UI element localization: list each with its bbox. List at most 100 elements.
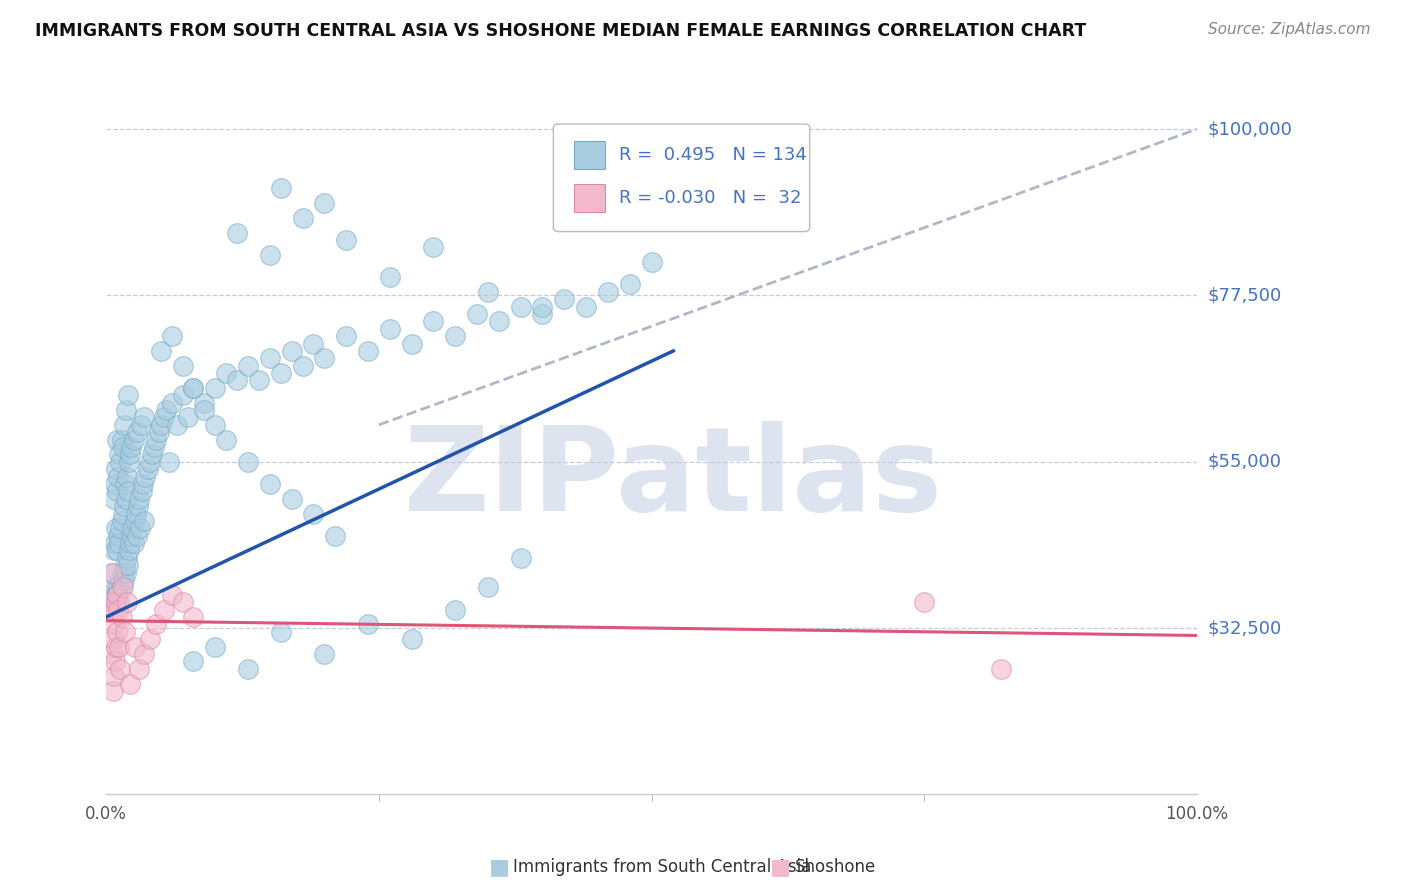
Point	[103, 543, 125, 558]
Point	[125, 507, 148, 521]
Point	[124, 514, 146, 528]
Point	[401, 336, 423, 351]
Point	[143, 440, 166, 454]
Point	[104, 588, 127, 602]
Point	[115, 550, 138, 565]
Point	[236, 662, 259, 676]
FancyBboxPatch shape	[554, 124, 810, 232]
Point	[160, 395, 183, 409]
Point	[122, 536, 145, 550]
Point	[236, 359, 259, 373]
Point	[193, 395, 215, 409]
Point	[110, 662, 132, 676]
Point	[129, 521, 152, 535]
Point	[128, 662, 150, 676]
Point	[110, 514, 132, 528]
Point	[183, 381, 205, 395]
Point	[120, 440, 142, 454]
Point	[111, 581, 134, 595]
Point	[357, 343, 380, 358]
Point	[149, 417, 172, 432]
Point	[105, 433, 128, 447]
Point	[103, 669, 125, 683]
Point	[378, 270, 401, 285]
Point	[132, 477, 155, 491]
Point	[226, 226, 249, 240]
Point	[183, 610, 205, 624]
Point	[111, 566, 134, 580]
Point	[465, 307, 488, 321]
Point	[640, 255, 662, 269]
Point	[101, 595, 124, 609]
Point	[100, 566, 122, 580]
Point	[215, 433, 238, 447]
Point	[575, 300, 598, 314]
Text: R = -0.030   N =  32: R = -0.030 N = 32	[619, 189, 801, 207]
Point	[335, 233, 357, 247]
Point	[105, 581, 128, 595]
Text: $77,500: $77,500	[1208, 286, 1282, 304]
Point	[104, 602, 127, 616]
Point	[110, 581, 132, 595]
Point	[531, 300, 554, 314]
Point	[107, 469, 129, 483]
Point	[335, 329, 357, 343]
Point	[183, 381, 205, 395]
Point	[139, 455, 162, 469]
Point	[118, 543, 141, 558]
Point	[104, 477, 127, 491]
Point	[509, 550, 531, 565]
Text: ■: ■	[770, 857, 790, 877]
Point	[100, 566, 122, 580]
Point	[129, 417, 152, 432]
Point	[103, 491, 125, 506]
Point	[357, 617, 380, 632]
Text: ■: ■	[489, 857, 509, 877]
Point	[117, 558, 139, 573]
Point	[204, 381, 226, 395]
Point	[291, 359, 314, 373]
Bar	[574, 141, 605, 169]
Text: $100,000: $100,000	[1208, 120, 1292, 138]
Point	[302, 336, 325, 351]
Point	[314, 196, 336, 211]
Point	[114, 477, 136, 491]
Point	[107, 602, 129, 616]
Point	[990, 662, 1012, 676]
Point	[149, 343, 172, 358]
Point	[112, 417, 135, 432]
Point	[115, 403, 138, 417]
Point	[159, 455, 181, 469]
Point	[193, 403, 215, 417]
Point	[134, 514, 156, 528]
Point	[247, 374, 270, 388]
Point	[259, 248, 281, 262]
Text: $32,500: $32,500	[1208, 619, 1282, 637]
Point	[115, 469, 138, 483]
Text: Immigrants from South Central Asia: Immigrants from South Central Asia	[513, 858, 811, 876]
Point	[105, 521, 128, 535]
Point	[120, 529, 142, 543]
Point	[101, 632, 124, 647]
Point	[145, 617, 167, 632]
Point	[120, 676, 142, 690]
Point	[141, 447, 163, 461]
Point	[125, 425, 148, 440]
Point	[124, 640, 146, 654]
Point	[108, 536, 131, 550]
Point	[912, 595, 935, 609]
Point	[145, 433, 167, 447]
Point	[100, 595, 122, 609]
Point	[378, 322, 401, 336]
Point	[108, 640, 131, 654]
Text: ZIPatlas: ZIPatlas	[404, 421, 943, 536]
Point	[105, 543, 128, 558]
Point	[111, 507, 134, 521]
Point	[488, 314, 510, 328]
Point	[270, 181, 292, 195]
Bar	[574, 184, 605, 212]
Point	[477, 581, 499, 595]
Text: $55,000: $55,000	[1208, 453, 1282, 471]
Point	[166, 417, 188, 432]
Point	[619, 277, 641, 292]
